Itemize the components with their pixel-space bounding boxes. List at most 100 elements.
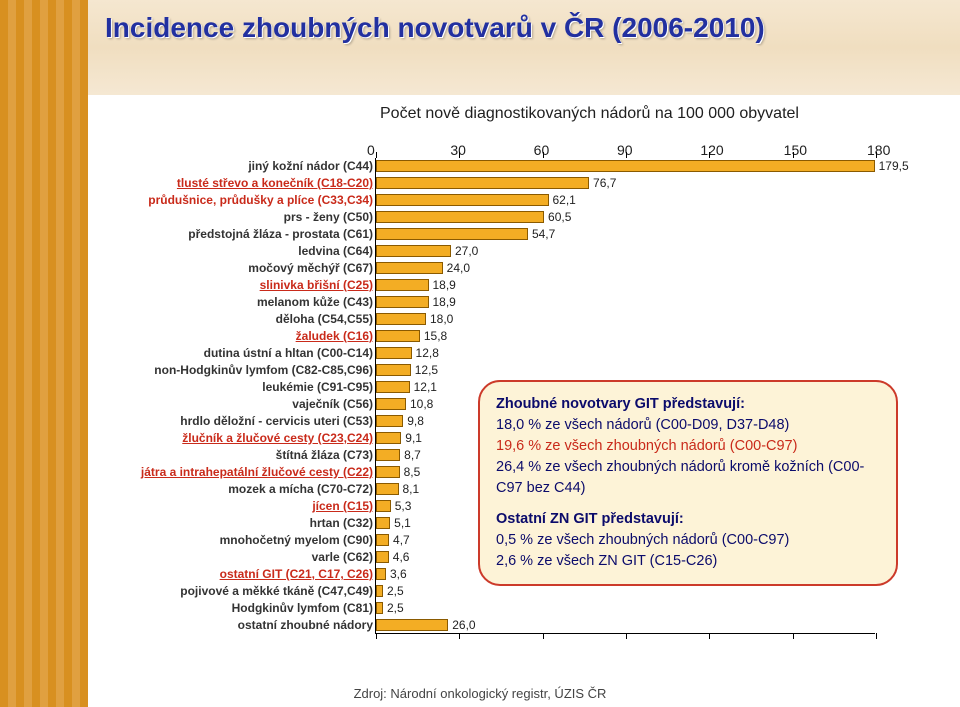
bar-label: mnohočetný myelom (C90) <box>93 533 373 547</box>
bar <box>376 517 390 529</box>
bar <box>376 347 412 359</box>
page-title: Incidence zhoubných novotvarů v ČR (2006… <box>105 12 765 44</box>
bar-label: štítná žláza (C73) <box>93 448 373 462</box>
bar <box>376 432 401 444</box>
bar-label: ostatní zhoubné nádory <box>93 618 373 632</box>
bar <box>376 211 544 223</box>
tick-mark <box>793 633 794 639</box>
source-text: Zdroj: Národní onkologický registr, ÚZIS… <box>0 686 960 701</box>
bar-value: 2,5 <box>387 601 404 615</box>
bar-label: průdušnice, průdušky a plíce (C33,C34) <box>93 193 373 207</box>
bar-label: tlusté střevo a konečník (C18-C20) <box>93 176 373 190</box>
bar-label: mozek a mícha (C70-C72) <box>93 482 373 496</box>
callout-line: 26,4 % ze všech zhoubných nádorů kromě k… <box>496 457 880 499</box>
bar-value: 60,5 <box>548 210 571 224</box>
axis-tick-label: 180 <box>867 142 890 158</box>
bar-label: vaječník (C56) <box>93 397 373 411</box>
bar <box>376 602 383 614</box>
bar-label: ostatní GIT (C21, C17, C26) <box>93 567 373 581</box>
bar-label: slinivka břišní (C25) <box>93 278 373 292</box>
bar <box>376 296 429 308</box>
bar-value: 18,9 <box>433 295 456 309</box>
tick-mark <box>626 152 627 158</box>
bar-value: 12,5 <box>415 363 438 377</box>
bar-value: 8,1 <box>403 482 420 496</box>
bar-label: jiný kožní nádor (C44) <box>93 159 373 173</box>
tick-mark <box>376 152 377 158</box>
bar <box>376 194 549 206</box>
callout-heading-2: Ostatní ZN GIT představují: <box>496 511 684 527</box>
bar-label: žaludek (C16) <box>93 329 373 343</box>
callout-line: 0,5 % ze všech zhoubných nádorů (C00-C97… <box>496 530 880 551</box>
tick-mark <box>876 633 877 639</box>
bar <box>376 313 426 325</box>
bar-value: 12,8 <box>416 346 439 360</box>
axis-tick-label: 60 <box>534 142 550 158</box>
bar-label: děloha (C54,C55) <box>93 312 373 326</box>
tick-mark <box>709 152 710 158</box>
bar-value: 8,5 <box>404 465 421 479</box>
bar-label: žlučník a žlučové cesty (C23,C24) <box>93 431 373 445</box>
bar <box>376 449 400 461</box>
bar-value: 12,1 <box>414 380 437 394</box>
bar <box>376 483 399 495</box>
bar-label: pojivové a měkké tkáně (C47,C49) <box>93 584 373 598</box>
bar-value: 179,5 <box>879 159 909 173</box>
bar <box>376 415 403 427</box>
bar-label: prs - ženy (C50) <box>93 210 373 224</box>
tick-mark <box>376 633 377 639</box>
tick-mark <box>459 152 460 158</box>
bar <box>376 364 411 376</box>
tick-mark <box>793 152 794 158</box>
bar-label: hrdlo děložní - cervicis uteri (C53) <box>93 414 373 428</box>
bar <box>376 585 383 597</box>
bar-label: dutina ústní a hltan (C00-C14) <box>93 346 373 360</box>
tick-mark <box>459 633 460 639</box>
callout-heading-1: Zhoubné novotvary GIT představují: <box>496 396 745 412</box>
callout-box: Zhoubné novotvary GIT představují: 18,0 … <box>478 380 898 586</box>
bar <box>376 619 448 631</box>
bar <box>376 398 406 410</box>
tick-mark <box>543 633 544 639</box>
bar-label: Hodgkinův lymfom (C81) <box>93 601 373 615</box>
bar-value: 62,1 <box>553 193 576 207</box>
axis-tick-label: 120 <box>700 142 723 158</box>
bar-value: 5,3 <box>395 499 412 513</box>
tick-mark <box>709 633 710 639</box>
bar-label: melanom kůže (C43) <box>93 295 373 309</box>
axis-tick-label: 0 <box>367 142 375 158</box>
bar-value: 18,0 <box>430 312 453 326</box>
tick-mark <box>626 633 627 639</box>
bar-value: 3,6 <box>390 567 407 581</box>
bar-label: ledvina (C64) <box>93 244 373 258</box>
bar-value: 15,8 <box>424 329 447 343</box>
bar-value: 4,7 <box>393 533 410 547</box>
bar <box>376 228 528 240</box>
callout-line: 2,6 % ze všech ZN GIT (C15-C26) <box>496 551 880 572</box>
bar-value: 9,1 <box>405 431 422 445</box>
bar-label: non-Hodgkinův lymfom (C82-C85,C96) <box>93 363 373 377</box>
axis-tick-label: 30 <box>450 142 466 158</box>
bar-label: leukémie (C91-C95) <box>93 380 373 394</box>
bar-value: 5,1 <box>394 516 411 530</box>
bar <box>376 160 875 172</box>
bar <box>376 551 389 563</box>
bar <box>376 330 420 342</box>
bar <box>376 466 400 478</box>
bar-value: 4,6 <box>393 550 410 564</box>
bar-value: 54,7 <box>532 227 555 241</box>
bar-value: 18,9 <box>433 278 456 292</box>
bar-label: játra a intrahepatální žlučové cesty (C2… <box>93 465 373 479</box>
bar-value: 24,0 <box>447 261 470 275</box>
bar <box>376 279 429 291</box>
bar-value: 76,7 <box>593 176 616 190</box>
bar-label: hrtan (C32) <box>93 516 373 530</box>
bar <box>376 381 410 393</box>
bar-value: 27,0 <box>455 244 478 258</box>
bar-label: varle (C62) <box>93 550 373 564</box>
tick-mark <box>876 152 877 158</box>
axis-tick-label: 90 <box>617 142 633 158</box>
bar <box>376 534 389 546</box>
bar <box>376 177 589 189</box>
bar-label: jícen (C15) <box>93 499 373 513</box>
